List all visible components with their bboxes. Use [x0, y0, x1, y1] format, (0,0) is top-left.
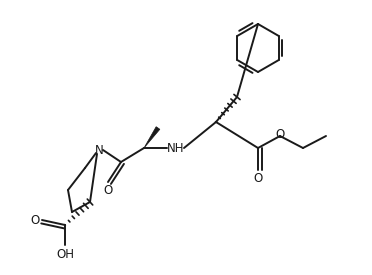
Text: NH: NH — [167, 142, 185, 155]
Text: OH: OH — [56, 248, 74, 260]
Text: O: O — [275, 128, 285, 142]
Text: O: O — [103, 185, 113, 197]
Text: O: O — [253, 172, 263, 186]
Polygon shape — [144, 127, 160, 148]
Text: N: N — [94, 144, 103, 156]
Text: O: O — [31, 213, 40, 227]
